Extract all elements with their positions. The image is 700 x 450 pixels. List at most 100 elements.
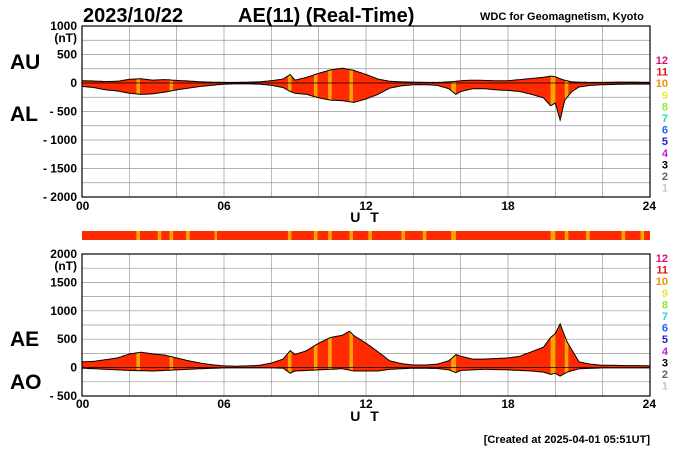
series-label-al: AL <box>10 103 38 126</box>
quality-bar-segment <box>368 231 372 240</box>
quality-bar-segment <box>328 231 332 240</box>
station-count-label: 5 <box>662 334 668 346</box>
station-count-label: 11 <box>656 67 668 79</box>
y-unit-label: (nT) <box>54 259 77 273</box>
credit-label: WDC for Geomagnetism, Kyoto <box>480 11 644 23</box>
y-tick-label: 500 <box>57 48 77 62</box>
station-count-label: 3 <box>662 357 668 369</box>
highlight-band <box>349 68 353 120</box>
station-count-label: 2 <box>662 171 668 183</box>
index-title: AE(11) (Real-Time) <box>238 5 414 27</box>
series-label-ao: AO <box>10 371 42 394</box>
quality-bar-segment <box>451 231 456 240</box>
x-tick-label: 06 <box>217 199 231 213</box>
quality-bar-segment <box>564 231 569 240</box>
y-tick-label: 2000 <box>50 247 77 261</box>
quality-bar-segment <box>401 231 406 240</box>
y-tick-label: - 2000 <box>43 190 77 204</box>
highlight-band <box>328 323 332 377</box>
quality-bar-segment <box>157 231 162 240</box>
highlight-band <box>349 323 353 377</box>
x-axis-title: U T <box>350 408 382 424</box>
highlight-band <box>564 323 569 377</box>
x-tick-label: 18 <box>501 199 515 213</box>
x-tick-label: 00 <box>76 199 90 213</box>
date-title: 2023/10/22 <box>83 5 183 27</box>
quality-bar-segment <box>422 231 427 240</box>
grid <box>81 253 651 397</box>
station-count-label: 11 <box>656 265 668 277</box>
y-tick-label: - 1500 <box>43 162 77 176</box>
station-count-label: 12 <box>656 55 668 67</box>
station-count-label: 10 <box>656 78 668 90</box>
plot-frame <box>81 253 651 397</box>
highlight-band <box>313 323 318 377</box>
quality-bar-segment <box>287 231 292 240</box>
quality-bar-segment <box>640 231 645 240</box>
x-axis-title: U T <box>350 209 382 225</box>
series-label-au: AU <box>10 51 40 74</box>
x-tick-label: 18 <box>501 397 515 411</box>
y-tick-label: - 500 <box>50 389 78 403</box>
grid <box>81 25 651 198</box>
quality-bar-segment <box>214 231 218 240</box>
series-line-ae <box>82 322 650 367</box>
x-tick-label: 12 <box>359 397 373 411</box>
highlight-band <box>550 68 556 120</box>
series-line-ao <box>82 367 650 377</box>
station-count-label: 4 <box>662 148 669 160</box>
created-label: [Created at 2025-04-01 05:51UT] <box>484 434 651 446</box>
station-count-label: 4 <box>662 346 669 358</box>
station-count-label: 6 <box>662 323 668 335</box>
x-tick-label: 24 <box>643 397 657 411</box>
plot-frame <box>81 25 651 198</box>
quality-bar-segment <box>136 231 140 240</box>
quality-bar-base <box>82 231 650 240</box>
station-count-label: 6 <box>662 125 668 137</box>
station-count-label: 5 <box>662 136 668 148</box>
station-count-label: 8 <box>662 101 668 113</box>
y-tick-label: 0 <box>70 76 77 90</box>
y-tick-label: 1500 <box>50 275 77 289</box>
series-label-ae: AE <box>10 328 39 351</box>
series-line-al <box>81 83 650 122</box>
x-tick-label: 12 <box>359 199 373 213</box>
quality-bar-segment <box>169 231 174 240</box>
station-count-label: 1 <box>662 183 668 195</box>
x-tick-label: 24 <box>643 199 657 213</box>
quality-bar-segment <box>349 231 353 240</box>
station-count-label: 9 <box>662 288 668 300</box>
quality-bar-segment <box>550 231 556 240</box>
x-tick-label: 00 <box>76 397 90 411</box>
station-count-label: 1 <box>662 381 668 393</box>
y-unit-label: (nT) <box>54 31 77 45</box>
station-count-label: 2 <box>662 369 668 381</box>
station-count-label: 12 <box>656 253 668 265</box>
y-tick-label: - 500 <box>50 105 78 119</box>
station-count-label: 7 <box>662 113 668 125</box>
au-al-panel: 1000 500 0 - 500 - 1000 - 1500 - 2000 (nT) 00 06 1… <box>10 19 656 225</box>
x-tick-label: 06 <box>217 397 231 411</box>
y-tick-label: - 1000 <box>43 133 77 147</box>
quality-bar-segment <box>621 231 626 240</box>
quality-bar-segment <box>313 231 318 240</box>
quality-bar <box>82 231 650 240</box>
y-tick-label: 1000 <box>50 19 77 33</box>
ae-ao-panel: 2000 1500 1000 500 0 - 500 (nT) 00 06 12 18 24 U T AE… <box>10 247 656 424</box>
station-count-label: 3 <box>662 159 668 171</box>
series-line-au <box>82 67 650 83</box>
y-tick-label: 1000 <box>50 304 77 318</box>
highlight-band <box>564 68 569 120</box>
filled-area <box>82 323 650 377</box>
station-count-label: 8 <box>662 299 668 311</box>
highlight-band <box>328 68 332 120</box>
station-count-label: 7 <box>662 311 668 323</box>
y-tick-label: 0 <box>70 361 77 375</box>
y-tick-label: 500 <box>57 332 77 346</box>
quality-bar-segment <box>186 231 190 240</box>
quality-bar-segment <box>586 231 590 240</box>
highlight-band <box>550 323 556 377</box>
